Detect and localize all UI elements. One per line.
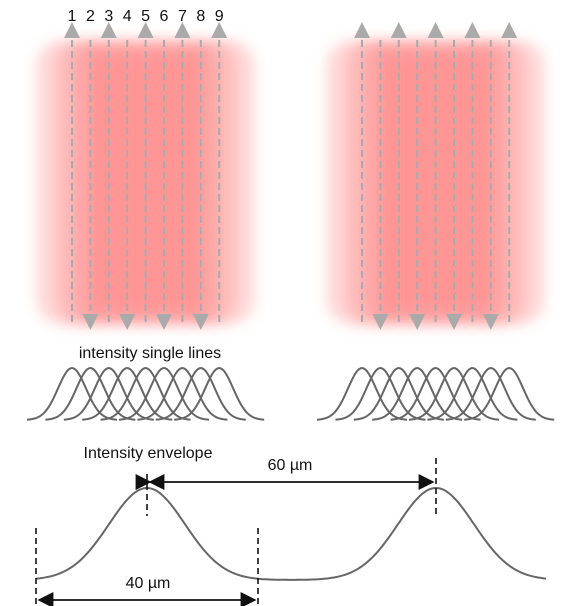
width-label: 40 µm: [126, 575, 171, 592]
line-number: 4: [123, 8, 132, 25]
single-line-profile: [464, 367, 555, 421]
single-line-profile: [118, 367, 210, 421]
single-line-profile: [445, 367, 536, 421]
single-line-profile: [335, 367, 426, 421]
single-line-profile: [353, 367, 444, 421]
single-line-profile: [372, 367, 463, 421]
line-number: 2: [86, 8, 95, 25]
single-line-profile: [408, 367, 500, 421]
line-number: 5: [141, 8, 150, 25]
single-lines-label: intensity single lines: [79, 345, 221, 362]
single-line-profile: [82, 367, 173, 421]
line-number: 8: [196, 8, 205, 25]
line-number: 6: [160, 8, 169, 25]
line-number: 3: [104, 8, 113, 25]
intensity-envelope: [35, 486, 547, 581]
spacing-label: 60 µm: [268, 457, 313, 474]
single-line-profile: [45, 367, 136, 421]
dimension-guides: [35, 458, 437, 604]
single-line-profile: [155, 367, 246, 421]
line-number: 7: [178, 8, 187, 25]
line-number: 1: [68, 8, 77, 25]
envelope-label: Intensity envelope: [84, 445, 213, 462]
single-line-profile: [174, 367, 265, 421]
dimension-arrows: [37, 474, 435, 606]
single-line-profile: [100, 367, 191, 421]
single-line-profile: [316, 367, 408, 421]
line-number: 9: [215, 8, 224, 25]
single-line-profile: [427, 367, 518, 421]
single-line-profile: [26, 367, 118, 421]
single-line-profile: [137, 367, 228, 421]
single-line-profile: [390, 367, 481, 421]
single-line-profile: [63, 367, 154, 421]
